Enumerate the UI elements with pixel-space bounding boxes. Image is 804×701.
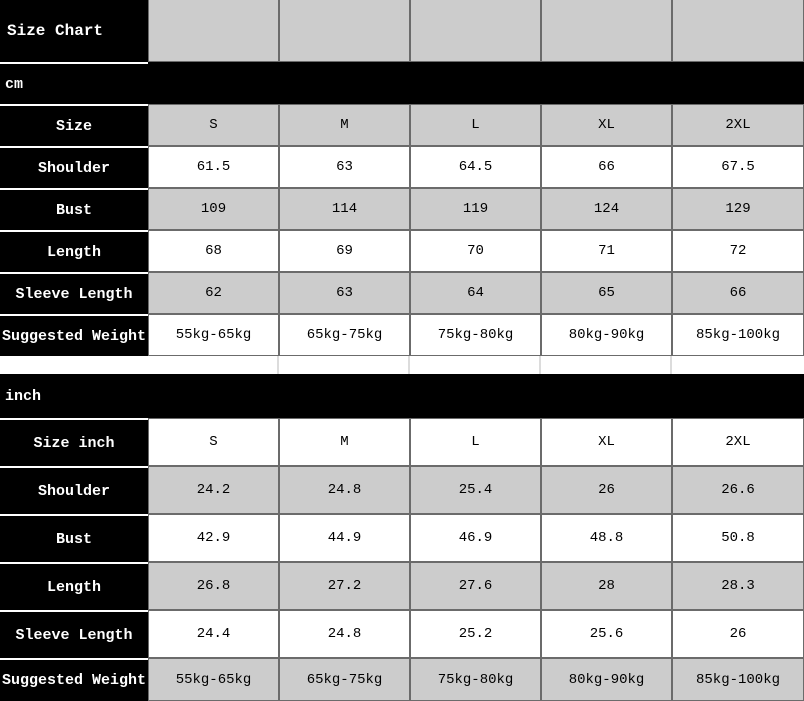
cell-value: 65kg-75kg bbox=[279, 658, 410, 701]
header-empty-cell bbox=[541, 0, 672, 62]
header-divider-left bbox=[0, 62, 148, 64]
cell-value: 70 bbox=[410, 230, 541, 272]
cell-value: 44.9 bbox=[279, 514, 410, 562]
column-header-cell: S bbox=[148, 418, 279, 466]
row-label: Shoulder bbox=[0, 146, 148, 188]
cell-value: 65 bbox=[541, 272, 672, 314]
header-empty-cell bbox=[279, 0, 410, 62]
cell-value: 69 bbox=[279, 230, 410, 272]
cell-value: 85kg-100kg bbox=[672, 314, 804, 356]
cell-value: 55kg-65kg bbox=[148, 314, 279, 356]
cell-value: 129 bbox=[672, 188, 804, 230]
cm-table: Size S M L XL 2XL Shoulder 61.5 63 64.5 … bbox=[0, 104, 804, 356]
column-header-cell: L bbox=[410, 104, 541, 146]
cell-value: 119 bbox=[410, 188, 541, 230]
row-label: Length bbox=[0, 562, 148, 610]
cell-value: 50.8 bbox=[672, 514, 804, 562]
cell-value: 26 bbox=[672, 610, 804, 658]
cell-value: 64.5 bbox=[410, 146, 541, 188]
row-label: Bust bbox=[0, 514, 148, 562]
cell-value: 75kg-80kg bbox=[410, 314, 541, 356]
inch-table: Size inch S M L XL 2XL Shoulder 24.2 24.… bbox=[0, 418, 804, 701]
row-label: Sleeve Length bbox=[0, 272, 148, 314]
cell-value: 42.9 bbox=[148, 514, 279, 562]
column-header-cell: M bbox=[279, 104, 410, 146]
column-header-cell: XL bbox=[541, 104, 672, 146]
column-header-cell: 2XL bbox=[672, 418, 804, 466]
column-header-cell: M bbox=[279, 418, 410, 466]
cell-value: 28 bbox=[541, 562, 672, 610]
cell-value: 26.8 bbox=[148, 562, 279, 610]
cell-value: 25.4 bbox=[410, 466, 541, 514]
row-label: Suggested Weight bbox=[0, 314, 148, 356]
row-label: Suggested Weight bbox=[0, 658, 148, 701]
cell-value: 26.6 bbox=[672, 466, 804, 514]
cell-value: 55kg-65kg bbox=[148, 658, 279, 701]
cell-value: 27.2 bbox=[279, 562, 410, 610]
cell-value: 124 bbox=[541, 188, 672, 230]
cell-value: 63 bbox=[279, 272, 410, 314]
header-empty-cell bbox=[148, 0, 279, 62]
cell-value: 62 bbox=[148, 272, 279, 314]
row-label: Shoulder bbox=[0, 466, 148, 514]
row-label: Size bbox=[0, 104, 148, 146]
cell-value: 24.8 bbox=[279, 466, 410, 514]
cell-value: 68 bbox=[148, 230, 279, 272]
row-label: Sleeve Length bbox=[0, 610, 148, 658]
unit-banner-inch: inch bbox=[0, 374, 804, 418]
section-gap bbox=[0, 356, 804, 374]
column-header-cell: 2XL bbox=[672, 104, 804, 146]
header-row: Size Chart bbox=[0, 0, 804, 62]
cell-value: 71 bbox=[541, 230, 672, 272]
header-divider bbox=[0, 62, 804, 64]
row-label: Bust bbox=[0, 188, 148, 230]
cell-value: 85kg-100kg bbox=[672, 658, 804, 701]
unit-banner-inch-label: inch bbox=[5, 387, 42, 405]
cell-value: 114 bbox=[279, 188, 410, 230]
chart-title: Size Chart bbox=[0, 0, 148, 62]
cell-value: 75kg-80kg bbox=[410, 658, 541, 701]
cell-value: 63 bbox=[279, 146, 410, 188]
cell-value: 46.9 bbox=[410, 514, 541, 562]
cell-value: 66 bbox=[541, 146, 672, 188]
cell-value: 28.3 bbox=[672, 562, 804, 610]
cell-value: 24.8 bbox=[279, 610, 410, 658]
cell-value: 80kg-90kg bbox=[541, 658, 672, 701]
unit-banner-cm-label: cm bbox=[5, 75, 24, 93]
cell-value: 24.4 bbox=[148, 610, 279, 658]
row-label: Length bbox=[0, 230, 148, 272]
cell-value: 80kg-90kg bbox=[541, 314, 672, 356]
cell-value: 27.6 bbox=[410, 562, 541, 610]
cell-value: 64 bbox=[410, 272, 541, 314]
header-empty-cell bbox=[410, 0, 541, 62]
cell-value: 67.5 bbox=[672, 146, 804, 188]
row-label: Size inch bbox=[0, 418, 148, 466]
header-empty-cell bbox=[672, 0, 804, 62]
column-header-cell: S bbox=[148, 104, 279, 146]
unit-banner-cm: cm bbox=[0, 64, 804, 104]
cell-value: 25.2 bbox=[410, 610, 541, 658]
cell-value: 66 bbox=[672, 272, 804, 314]
cell-value: 24.2 bbox=[148, 466, 279, 514]
cell-value: 26 bbox=[541, 466, 672, 514]
cell-value: 65kg-75kg bbox=[279, 314, 410, 356]
cell-value: 109 bbox=[148, 188, 279, 230]
cell-value: 48.8 bbox=[541, 514, 672, 562]
cell-value: 61.5 bbox=[148, 146, 279, 188]
cell-value: 72 bbox=[672, 230, 804, 272]
cell-value: 25.6 bbox=[541, 610, 672, 658]
column-header-cell: XL bbox=[541, 418, 672, 466]
column-header-cell: L bbox=[410, 418, 541, 466]
